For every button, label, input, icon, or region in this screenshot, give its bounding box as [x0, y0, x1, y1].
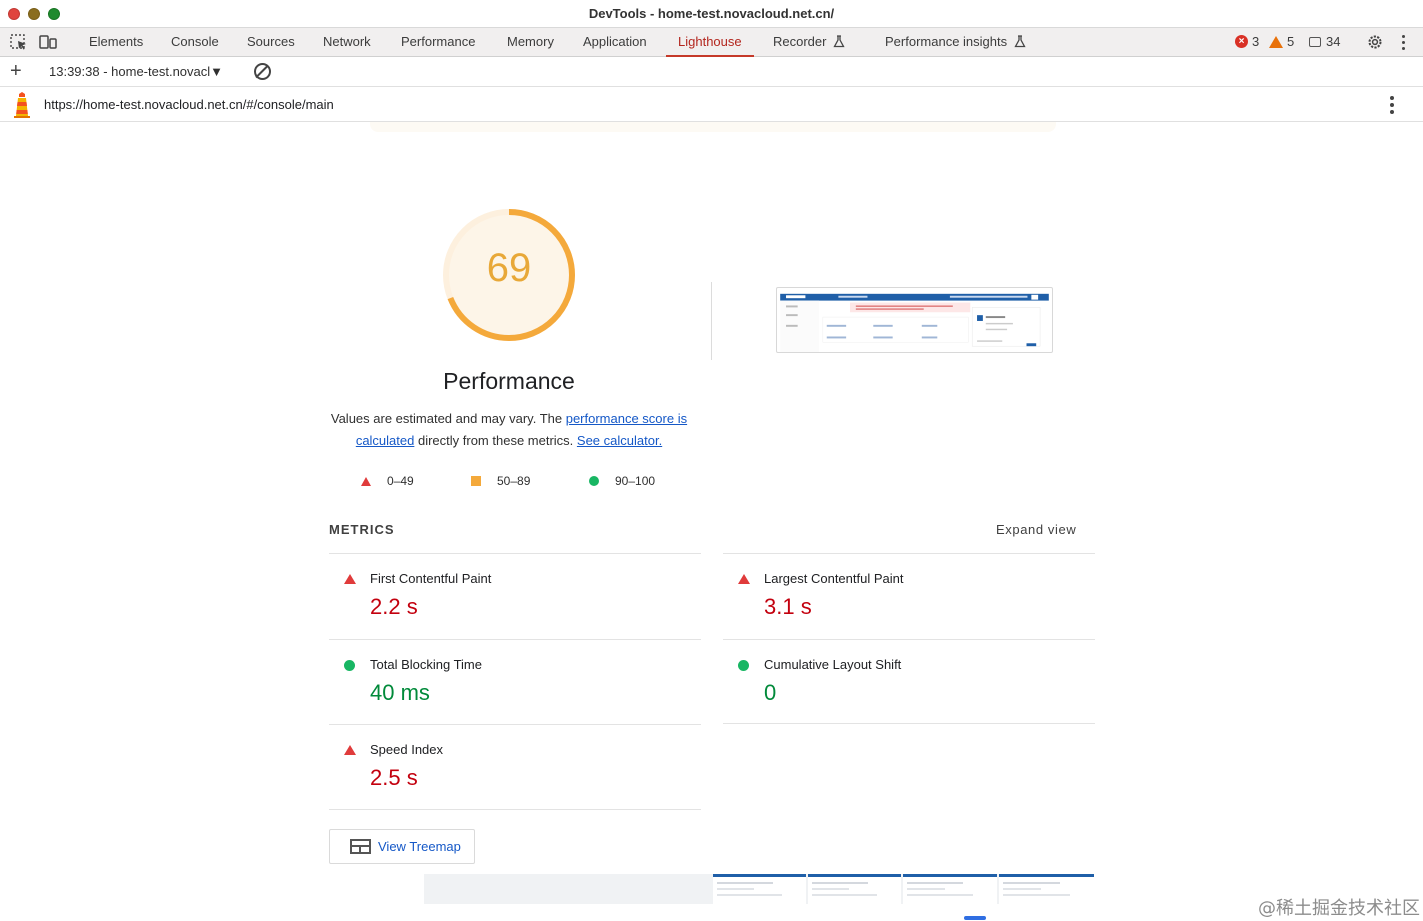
experiment-flask-icon [833, 35, 845, 48]
more-vertical-icon[interactable] [1390, 96, 1396, 117]
fail-triangle-icon [344, 745, 356, 755]
lighthouse-report: 69 Performance Values are estimated and … [0, 122, 1423, 921]
filmstrip-frame [329, 874, 424, 904]
performance-score: 69 [486, 246, 532, 290]
lighthouse-logo-icon [14, 92, 30, 118]
warning-count-value: 5 [1287, 34, 1295, 49]
experiment-flask-icon [1014, 35, 1026, 48]
legend-pass-label: 90–100 [615, 474, 656, 488]
report-select-value: 13:39:38 - home-test.novacl [49, 64, 211, 79]
performance-score-link[interactable]: performance score is calculated [355, 411, 688, 448]
tab-application[interactable]: Application [583, 34, 647, 49]
warning-icon [1269, 35, 1283, 48]
description-text: Values are estimated and may vary. The [330, 411, 566, 426]
window-maximize-button[interactable] [48, 8, 60, 20]
divider [711, 282, 712, 360]
tab-performance[interactable]: Performance [401, 34, 476, 49]
window-titlebar: DevTools - home-test.novacloud.net.cn/ [0, 0, 1423, 28]
filmstrip-frame [999, 874, 1094, 904]
devtools-tabbar: Elements Console Sources Network Perform… [0, 28, 1423, 57]
average-square-icon [471, 476, 481, 486]
metric-label: Largest Contentful Paint [764, 571, 904, 586]
fail-triangle-icon [344, 574, 356, 584]
tab-console[interactable]: Console [171, 34, 219, 49]
metric-label: Speed Index [370, 742, 444, 757]
metric-speed-index: Speed Index 2.5 s [329, 724, 701, 810]
metric-label: First Contentful Paint [370, 571, 492, 586]
pass-circle-icon [738, 660, 749, 671]
legend-fail-label: 0–49 [387, 474, 414, 488]
expand-view-toggle[interactable]: Expand view [996, 522, 1077, 537]
view-treemap-label: View Treemap [378, 839, 461, 854]
plus-icon[interactable]: + [10, 60, 22, 82]
filmstrip-frame [903, 874, 997, 904]
tab-memory[interactable]: Memory [507, 34, 554, 49]
metric-value: 2.5 s [370, 765, 418, 790]
report-top-fade [370, 122, 1056, 132]
error-count-value: 3 [1252, 34, 1260, 49]
category-title: Performance [443, 368, 575, 394]
view-treemap-button[interactable]: View Treemap [329, 829, 475, 864]
message-count[interactable]: 34 [1309, 34, 1340, 49]
metric-total-blocking-time: Total Blocking Time 40 ms [329, 639, 701, 725]
message-icon [1309, 36, 1321, 47]
chevron-down-icon: ▼ [210, 64, 224, 79]
window-title: DevTools - home-test.novacloud.net.cn/ [588, 6, 835, 21]
legend-pass: 90–100 [589, 474, 655, 488]
watermark: @稀土掘金技术社区 [1258, 898, 1420, 919]
more-vertical-icon[interactable] [1402, 35, 1408, 50]
pass-circle-icon [589, 476, 599, 486]
tab-recorder[interactable]: Recorder [773, 28, 845, 57]
error-icon: × [1235, 35, 1248, 48]
message-count-value: 34 [1326, 34, 1341, 49]
metric-label: Total Blocking Time [370, 657, 482, 672]
treemap-icon [350, 839, 371, 854]
report-urlbar: https://home-test.novacloud.net.cn/#/con… [0, 87, 1423, 122]
metric-value: 40 ms [370, 680, 430, 705]
pass-circle-icon [344, 660, 355, 671]
error-count[interactable]: × 3 [1235, 34, 1259, 49]
filmstrip-scroll-indicator [964, 916, 986, 920]
filmstrip-frame [808, 874, 901, 904]
metric-first-contentful-paint: First Contentful Paint 2.2 s [329, 553, 701, 639]
tab-elements[interactable]: Elements [89, 34, 144, 49]
report-select[interactable]: 13:39:38 - home-test.novacl▼ [49, 64, 223, 79]
select-element-icon[interactable] [9, 33, 29, 51]
warning-count[interactable]: 5 [1269, 34, 1294, 49]
metric-largest-contentful-paint: Largest Contentful Paint 3.1 s [723, 553, 1095, 639]
legend-fail: 0–49 [361, 474, 414, 488]
device-toggle-icon[interactable] [38, 33, 58, 51]
metric-value: 3.1 s [764, 594, 812, 619]
fail-triangle-icon [361, 476, 371, 486]
metric-cumulative-layout-shift: Cumulative Layout Shift 0 [723, 639, 1095, 724]
lighthouse-toolbar: + 13:39:38 - home-test.novacl▼ [0, 57, 1423, 87]
description-text: directly from these metrics. [414, 433, 577, 448]
metric-value: 0 [764, 680, 777, 705]
report-url: https://home-test.novacloud.net.cn/#/con… [44, 97, 334, 112]
metrics-header: METRICS [329, 522, 395, 537]
metric-label: Cumulative Layout Shift [764, 657, 902, 672]
tab-network[interactable]: Network [323, 34, 371, 49]
tab-sources[interactable]: Sources [247, 34, 295, 49]
window-close-button[interactable] [8, 8, 20, 20]
window-minimize-button[interactable] [28, 8, 40, 20]
settings-gear-icon[interactable] [1365, 33, 1385, 51]
tab-recorder-label: Recorder [773, 34, 827, 49]
filmstrip-frame [713, 874, 806, 904]
clear-icon[interactable] [254, 63, 271, 80]
tab-lighthouse[interactable]: Lighthouse [666, 28, 754, 57]
metric-value: 2.2 s [370, 594, 418, 619]
legend-average-label: 50–89 [497, 474, 531, 488]
filmstrip [329, 874, 1094, 904]
tab-performance-insights-label: Performance insights [885, 34, 1008, 49]
see-calculator-link[interactable]: See calculator. [576, 433, 663, 448]
legend-average: 50–89 [471, 474, 530, 488]
score-gauge [443, 209, 575, 341]
category-description: Values are estimated and may vary. The p… [328, 408, 690, 452]
tab-performance-insights[interactable]: Performance insights [885, 28, 1026, 57]
final-screenshot-thumbnail[interactable] [776, 287, 1053, 353]
fail-triangle-icon [738, 574, 750, 584]
